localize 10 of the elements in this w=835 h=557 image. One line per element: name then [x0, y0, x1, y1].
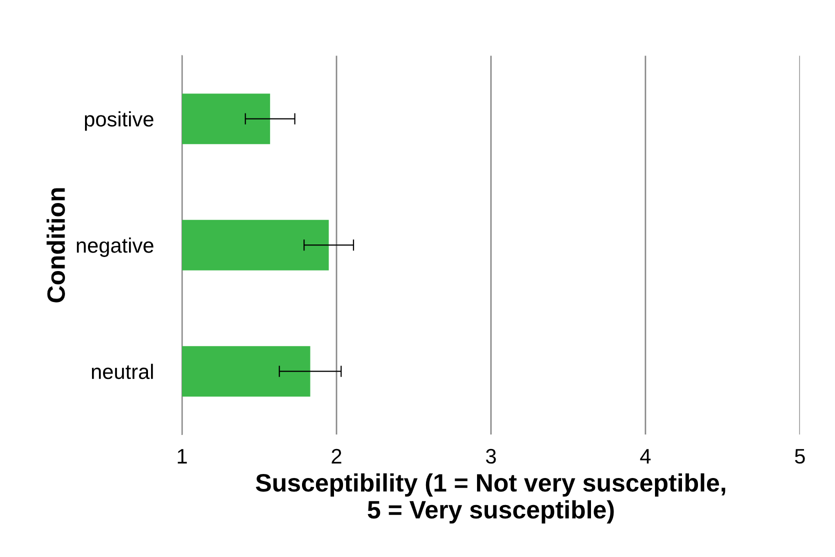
x-tick-label: 4	[640, 449, 651, 464]
x-tick-label: 2	[332, 448, 342, 464]
y-tick-label: neutral	[92, 364, 153, 380]
y-tick-label: negative	[76, 238, 154, 257]
x-tick-label: 1	[178, 449, 187, 464]
y-axis-title: Condition	[46, 188, 65, 302]
x-tick-label: 3	[486, 448, 496, 464]
x-axis-title: Susceptibility (1 = Not very susceptible, 5 = Very susceptible)	[256, 473, 726, 524]
x-tick-label: 5	[794, 449, 805, 464]
y-tick-label: positive	[84, 111, 154, 131]
